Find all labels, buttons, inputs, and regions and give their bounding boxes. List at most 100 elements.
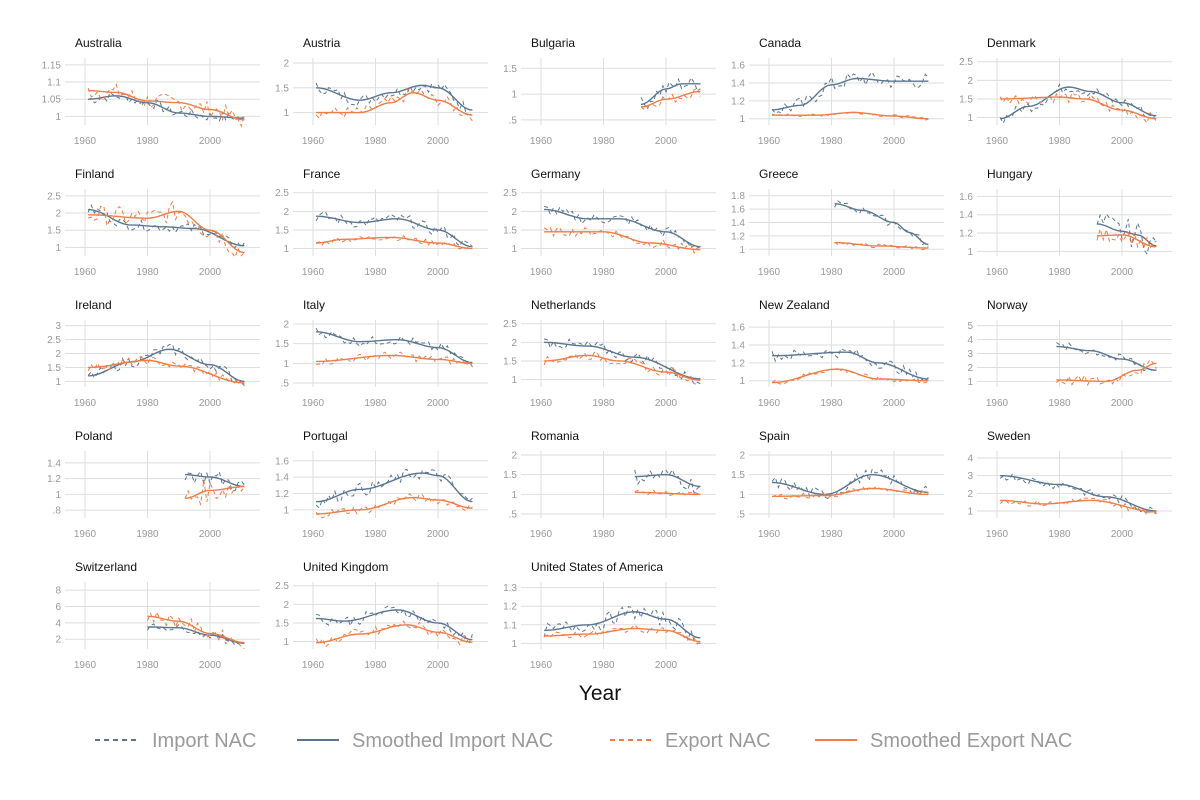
y-tick-label: 2.5 (275, 188, 289, 199)
x-tick-label: 2000 (883, 267, 906, 278)
smoothed-import-nac-line (772, 351, 929, 380)
panel-title: United Kingdom (303, 560, 388, 574)
panel-italy: Italy 1960 1980 2000 .5 1 1.5 2 (275, 298, 488, 409)
y-tick-label: 1.2 (275, 489, 289, 500)
y-tick-label: 1 (283, 359, 289, 370)
y-tick-label: 1.5 (503, 64, 517, 75)
x-tick-label: 1980 (592, 660, 615, 671)
export-nac-line (147, 610, 245, 650)
smoothed-export-nac-line (316, 236, 473, 250)
y-tick-label: 1.2 (47, 474, 61, 485)
x-tick-label: 2000 (427, 660, 450, 671)
panel-portugal: Portugal 1960 1980 2000 1 1.2 1.4 1.6 (275, 429, 488, 540)
panel-switzerland: Switzerland 1960 1980 2000 2 4 6 8 (55, 560, 260, 671)
x-tick-label: 1980 (820, 136, 843, 147)
x-axis-title: Year (579, 682, 621, 705)
export-nac-line (999, 91, 1157, 124)
y-tick-label: 1.4 (731, 79, 745, 90)
y-tick-label: 2 (55, 209, 61, 220)
x-tick-label: 1960 (302, 136, 325, 147)
x-tick-label: 1980 (592, 529, 615, 540)
import-nac-line (543, 605, 701, 644)
x-tick-label: 1960 (74, 398, 97, 409)
import-nac-line (87, 343, 245, 387)
smoothed-import-nac-line (88, 208, 245, 247)
panel-title: Finland (75, 167, 114, 181)
x-tick-label: 2000 (427, 398, 450, 409)
x-tick-label: 1980 (1048, 267, 1071, 278)
y-tick-label: 2.5 (47, 335, 61, 346)
x-tick-label: 1980 (136, 267, 159, 278)
x-tick-label: 2000 (655, 660, 678, 671)
y-tick-label: 6 (55, 602, 61, 613)
x-tick-label: 2000 (427, 267, 450, 278)
y-tick-label: 1 (511, 244, 517, 255)
x-tick-label: 1980 (820, 529, 843, 540)
smoothed-export-nac-line (316, 91, 473, 116)
smoothed-export-nac-line (1000, 96, 1157, 120)
y-tick-label: 4 (55, 618, 61, 629)
y-tick-label: 2 (967, 489, 973, 500)
y-tick-label: 1 (739, 114, 745, 125)
panel-ireland: Ireland 1960 1980 2000 1 1.5 2 2.5 3 (47, 298, 260, 409)
legend-label-import: Import NAC (152, 730, 256, 752)
x-tick-label: 1980 (820, 267, 843, 278)
x-tick-label: 1960 (986, 136, 1009, 147)
import-nac-line (1096, 213, 1157, 256)
y-tick-label: 8 (55, 586, 61, 597)
x-tick-label: 1960 (530, 267, 553, 278)
y-tick-label: 1 (511, 375, 517, 386)
y-tick-label: 1 (283, 637, 289, 648)
y-tick-label: 1 (283, 244, 289, 255)
import-nac-line (184, 470, 245, 492)
panel-united-kingdom: United Kingdom 1960 1980 2000 1 1.5 2 2.5 (275, 560, 488, 671)
smoothed-export-nac-line (544, 354, 701, 381)
panel-denmark: Denmark 1960 1980 2000 1 1.5 2 2.5 (959, 36, 1172, 147)
smoothed-export-nac-line (772, 368, 929, 384)
y-tick-label: 1.2 (959, 229, 973, 240)
y-tick-label: .8 (53, 506, 62, 517)
panel-title: Sweden (987, 429, 1030, 443)
panel-greece: Greece 1960 1980 2000 1 1.2 1.4 1.6 1.8 (731, 167, 944, 278)
x-tick-label: 2000 (1111, 136, 1134, 147)
smoothed-import-nac-line (88, 95, 245, 119)
panel-title: Australia (75, 36, 122, 50)
x-tick-label: 2000 (427, 136, 450, 147)
smoothed-import-nac-line (834, 203, 929, 246)
y-tick-label: 1.5 (275, 339, 289, 350)
smoothed-import-nac-line (1000, 475, 1157, 512)
smoothed-import-nac-line (184, 473, 245, 488)
y-tick-label: 1.2 (731, 96, 745, 107)
y-tick-label: 1 (511, 490, 517, 501)
legend: Import NAC Smoothed Import NAC Export NA… (95, 730, 1072, 752)
y-tick-label: 1.5 (503, 356, 517, 367)
panel-title: Portugal (303, 429, 348, 443)
x-tick-label: 2000 (883, 136, 906, 147)
x-tick-label: 1960 (530, 398, 553, 409)
y-tick-label: 3 (967, 471, 973, 482)
y-tick-label: 2 (511, 450, 517, 461)
panel-title: Netherlands (531, 298, 596, 312)
x-tick-label: 1960 (758, 267, 781, 278)
y-tick-label: 1.6 (731, 61, 745, 72)
y-tick-label: 1.6 (959, 192, 973, 203)
y-tick-label: 1.6 (731, 323, 745, 334)
x-tick-label: 2000 (655, 529, 678, 540)
y-tick-label: .5 (281, 379, 290, 390)
import-nac-line (87, 203, 245, 249)
y-tick-label: 2 (967, 363, 973, 374)
y-tick-label: 5 (967, 321, 973, 332)
smoothed-import-nac-line (147, 626, 245, 644)
smoothed-export-nac-line (1000, 499, 1157, 513)
smoothed-import-nac-line (772, 77, 929, 111)
panel-title: Austria (303, 36, 341, 50)
y-tick-label: 4 (967, 454, 973, 465)
panel-title: Romania (531, 429, 579, 443)
import-nac-line (999, 472, 1157, 515)
panel-new-zealand: New Zealand 1960 1980 2000 1 1.2 1.4 1.6 (731, 298, 944, 409)
smoothed-export-nac-line (772, 111, 929, 120)
import-nac-line (999, 83, 1157, 125)
y-tick-label: 3 (967, 349, 973, 360)
smoothed-export-nac-line (1097, 234, 1157, 248)
